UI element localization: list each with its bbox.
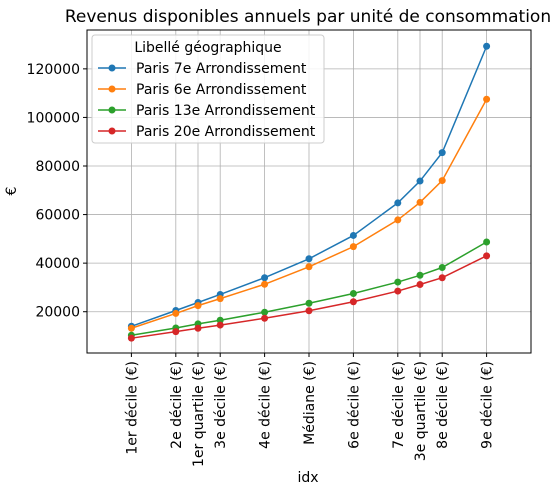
legend-swatch-marker	[108, 127, 116, 135]
x-tick-label: 1er quartile (€)	[191, 361, 207, 467]
legend-swatch-marker	[108, 106, 116, 114]
data-point	[394, 199, 402, 207]
x-tick-label: 1er décile (€)	[124, 361, 140, 455]
data-point	[394, 287, 402, 295]
legend-swatch-marker	[108, 64, 116, 72]
data-point	[127, 334, 135, 342]
data-point	[394, 216, 402, 224]
data-point	[172, 328, 180, 336]
data-point	[216, 316, 224, 324]
data-point	[416, 177, 424, 185]
y-tick-label: 120000	[27, 62, 80, 78]
legend-entry-label: Paris 13e Arrondissement	[136, 103, 316, 119]
data-point	[349, 243, 357, 251]
series-layer	[127, 42, 491, 342]
x-axis-label: idx	[297, 470, 318, 486]
legend-entry-label: Paris 6e Arrondissement	[136, 82, 307, 98]
legend-entry-label: Paris 7e Arrondissement	[136, 61, 307, 77]
data-point	[416, 198, 424, 206]
data-point	[438, 177, 446, 185]
data-point	[216, 295, 224, 303]
data-point	[305, 299, 313, 307]
x-tick-label: 7e décile (€)	[391, 361, 407, 449]
x-tick-label: 3e décile (€)	[213, 361, 229, 449]
legend: Libellé géographique Paris 7e Arrondissem…	[91, 34, 325, 144]
data-point	[394, 278, 402, 286]
y-tick-label: 80000	[35, 159, 80, 175]
x-tick-label: 2e décile (€)	[169, 361, 185, 449]
data-point	[305, 263, 313, 271]
y-tick-label: 40000	[35, 256, 80, 272]
data-point	[305, 255, 313, 263]
legend-box	[91, 34, 325, 144]
y-tick-label: 100000	[27, 110, 80, 126]
data-point	[483, 95, 491, 103]
data-point	[438, 274, 446, 282]
data-point	[483, 252, 491, 260]
data-point	[483, 42, 491, 50]
x-tick-label: Médiane (€)	[302, 361, 318, 445]
data-point	[438, 264, 446, 272]
data-point	[305, 307, 313, 315]
data-point	[416, 271, 424, 279]
x-tick-label: 9e décile (€)	[480, 361, 496, 449]
data-point	[261, 308, 269, 316]
data-point	[216, 321, 224, 329]
data-point	[194, 324, 202, 332]
axis-ticks: 20000 40000 60000 80000 100000 120000 1er déci…	[27, 62, 496, 467]
data-point	[261, 280, 269, 288]
x-tick-label: 8e décile (€)	[435, 361, 451, 449]
legend-title: Libellé géographique	[134, 40, 281, 56]
data-point	[483, 238, 491, 246]
x-tick-label: 3e quartile (€)	[413, 361, 429, 461]
data-point	[194, 302, 202, 310]
chart-title: Revenus disponibles annuels par unité de…	[65, 7, 551, 27]
data-point	[438, 149, 446, 157]
data-point	[261, 274, 269, 282]
data-point	[349, 298, 357, 306]
data-point	[261, 314, 269, 322]
data-point	[416, 281, 424, 289]
data-point	[172, 309, 180, 317]
legend-swatch-marker	[108, 85, 116, 93]
x-tick-label: 4e décile (€)	[258, 361, 274, 449]
y-axis-label: €	[4, 187, 20, 196]
x-tick-label: 6e décile (€)	[346, 361, 362, 449]
y-tick-label: 60000	[35, 208, 80, 224]
legend-entry-label: Paris 20e Arrondissement	[136, 124, 316, 140]
data-point	[127, 324, 135, 332]
data-point	[349, 231, 357, 239]
y-tick-label: 20000	[35, 305, 80, 321]
data-point	[349, 290, 357, 297]
